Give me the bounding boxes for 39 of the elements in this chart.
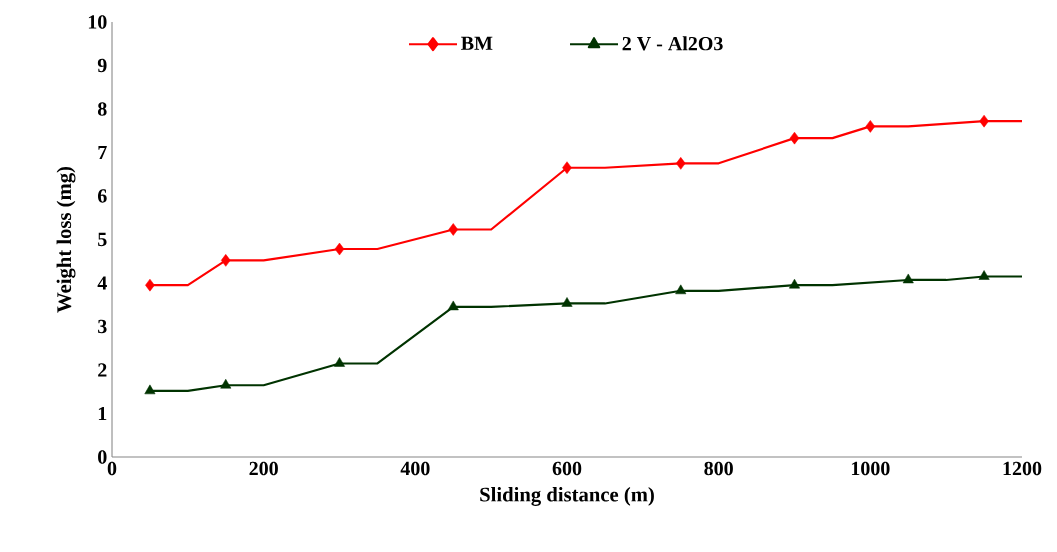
point bbox=[145, 278, 155, 292]
point bbox=[144, 384, 156, 395]
y-tick-label: 3 bbox=[98, 319, 107, 334]
y-tick-label: 7 bbox=[98, 145, 107, 160]
point bbox=[865, 120, 876, 133]
legend-label: BM bbox=[461, 36, 493, 50]
y-tick-label: 5 bbox=[98, 232, 107, 247]
point bbox=[447, 300, 459, 311]
point bbox=[220, 254, 231, 267]
point bbox=[789, 131, 800, 145]
point bbox=[562, 161, 572, 174]
x-tick-label: 1000 bbox=[851, 461, 890, 476]
y-tick-label: 6 bbox=[97, 189, 107, 203]
point bbox=[978, 270, 990, 280]
point bbox=[902, 273, 914, 284]
point bbox=[561, 297, 573, 307]
x-tick-label: 1200 bbox=[1003, 461, 1042, 476]
x-axis-title: Sliding distance (m) bbox=[480, 487, 654, 506]
point bbox=[675, 284, 687, 295]
x-tick-label: 400 bbox=[400, 461, 430, 476]
y-tick-label: 4 bbox=[97, 276, 107, 290]
point bbox=[789, 278, 800, 289]
legend-label: 2 V - Al2O3 bbox=[622, 36, 723, 51]
y-tick-label: 8 bbox=[97, 102, 107, 116]
y-tick-label: 0 bbox=[98, 450, 107, 464]
point bbox=[979, 114, 989, 128]
y-axis-title: Weight loss (mg) bbox=[56, 166, 76, 313]
x-tick-label: 200 bbox=[249, 461, 278, 476]
x-tick-label: 800 bbox=[704, 461, 733, 476]
x-tick-label: 600 bbox=[552, 461, 582, 476]
y-tick-label: 2 bbox=[98, 363, 107, 377]
point bbox=[334, 357, 345, 367]
y-tick-label: 10 bbox=[88, 15, 107, 29]
point bbox=[334, 242, 345, 256]
y-tick-label: 9 bbox=[97, 58, 107, 73]
point bbox=[220, 378, 232, 389]
y-tick-label: 1 bbox=[98, 406, 107, 421]
point bbox=[448, 223, 459, 236]
point bbox=[675, 157, 686, 170]
